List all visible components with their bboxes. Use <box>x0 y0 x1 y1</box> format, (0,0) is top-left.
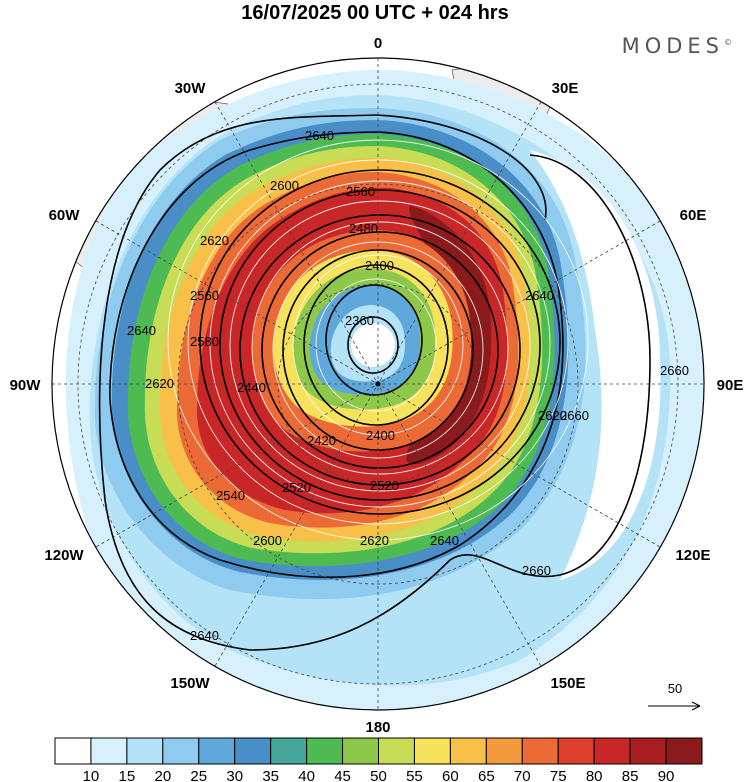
contour-label: 2660 <box>522 563 551 578</box>
colorbar-swatch <box>162 737 200 765</box>
contour-label: 2620 <box>145 376 174 391</box>
brand-name: MODES <box>621 34 724 58</box>
colorbar-tick-label: 85 <box>622 768 639 782</box>
colorbar-swatch <box>665 737 703 765</box>
reference-vector: 50 <box>648 681 701 711</box>
contour-label: 2520 <box>370 478 399 493</box>
colorbar-tick-label: 70 <box>514 768 531 782</box>
colorbar-swatch <box>306 737 344 765</box>
contour-label: 2620 <box>200 233 229 248</box>
colorbar-tick-label: 50 <box>370 768 387 782</box>
contour-label: 2520 <box>282 480 311 495</box>
contour-label: 2640 <box>525 288 554 303</box>
contour-label: 2640 <box>430 533 459 548</box>
colorbar-swatch <box>378 737 415 765</box>
contour-label: 2560 <box>346 184 375 199</box>
contour-label: 2640 <box>127 323 156 338</box>
contour-label: 2640 <box>190 628 219 643</box>
contour-label: 2620 <box>538 408 567 423</box>
reference-vector-label: 50 <box>668 681 682 696</box>
colorbar-tick-label: 90 <box>658 768 675 782</box>
longitude-label-150e: 150E <box>550 675 585 692</box>
brand-logo: MODES© <box>622 34 732 58</box>
colorbar-swatch <box>342 737 379 765</box>
colorbar-swatch <box>485 737 523 765</box>
longitude-label-60w: 60W <box>49 207 81 224</box>
longitude-labels: 0 30E 60E 90E 120E 150E 180 150W 120W 90… <box>10 35 744 736</box>
colorbar-swatch <box>270 737 308 765</box>
colorbar-tick-label: 35 <box>262 768 279 782</box>
contour-label: 2400 <box>365 258 394 273</box>
contour-label: 2600 <box>270 178 299 193</box>
contour-label: 2420 <box>307 433 336 448</box>
longitude-label-60e: 60E <box>680 207 707 224</box>
colorbar-swatch <box>521 737 559 765</box>
colorbar-swatch <box>54 737 92 765</box>
pole-clear <box>351 323 395 367</box>
colorbar: 10 15 20 25 30 35 40 45 50 55 60 65 70 75 80 85 90 <box>54 737 703 782</box>
contour-label: 2660 <box>660 363 689 378</box>
map-title: 16/07/2025 00 UTC + 024 hrs <box>241 2 509 24</box>
contour-label: 2580 <box>190 334 219 349</box>
longitude-label-30e: 30E <box>552 80 579 97</box>
reference-vector-arrowhead <box>691 701 701 711</box>
contour-label: 2560 <box>190 288 219 303</box>
colorbar-swatch <box>126 737 164 765</box>
colorbar-swatch <box>198 737 236 765</box>
colorbar-tick-label: 55 <box>406 768 423 782</box>
colorbar-tick-label: 10 <box>83 768 100 782</box>
clear-gap <box>530 150 661 580</box>
colorbar-tick-label: 15 <box>119 768 136 782</box>
contour-label: 2600 <box>253 533 282 548</box>
contour-label: 2400 <box>366 428 395 443</box>
band-90 <box>406 205 492 465</box>
contour-label: 2360 <box>345 313 374 328</box>
colorbar-swatch <box>413 737 451 765</box>
longitude-label-90e: 90E <box>717 377 744 394</box>
colorbar-tick-label: 75 <box>550 768 567 782</box>
contour-label: 2440 <box>237 380 266 395</box>
contour-label: 2620 <box>360 533 389 548</box>
colorbar-tick-label: 60 <box>442 768 459 782</box>
contour-label: 2640 <box>305 128 334 143</box>
south-pole-marker <box>375 381 381 387</box>
colorbar-tick-label: 80 <box>586 768 603 782</box>
contour-label: 2660 <box>560 408 589 423</box>
colorbar-tick-label: 20 <box>154 768 171 782</box>
longitude-label-120w: 120W <box>44 547 84 564</box>
contour-labels: 2360 2400 2400 2420 2440 2480 2520 2520 … <box>127 128 689 643</box>
colorbar-swatch <box>629 737 667 765</box>
colorbar-swatch <box>234 737 272 765</box>
colorbar-swatch <box>449 737 487 765</box>
colorbar-tick-label: 30 <box>226 768 243 782</box>
longitude-label-0: 0 <box>374 35 382 52</box>
colorbar-tick-label: 45 <box>334 768 351 782</box>
brand-mark: © <box>724 38 732 47</box>
longitude-label-180: 180 <box>365 719 390 736</box>
longitude-label-90w: 90W <box>10 377 42 394</box>
colorbar-tick-label: 25 <box>190 768 207 782</box>
colorbar-swatch <box>593 737 631 765</box>
longitude-label-150w: 150W <box>170 675 210 692</box>
contour-label: 2480 <box>349 221 378 236</box>
colorbar-swatch <box>557 737 595 765</box>
longitude-label-30w: 30W <box>175 80 207 97</box>
colorbar-swatch <box>90 737 128 765</box>
contour-label: 2540 <box>216 488 245 503</box>
map-boundary <box>51 57 705 711</box>
colorbar-tick-label: 65 <box>478 768 495 782</box>
colorbar-tick-label: 40 <box>298 768 315 782</box>
longitude-label-120e: 120E <box>675 547 710 564</box>
